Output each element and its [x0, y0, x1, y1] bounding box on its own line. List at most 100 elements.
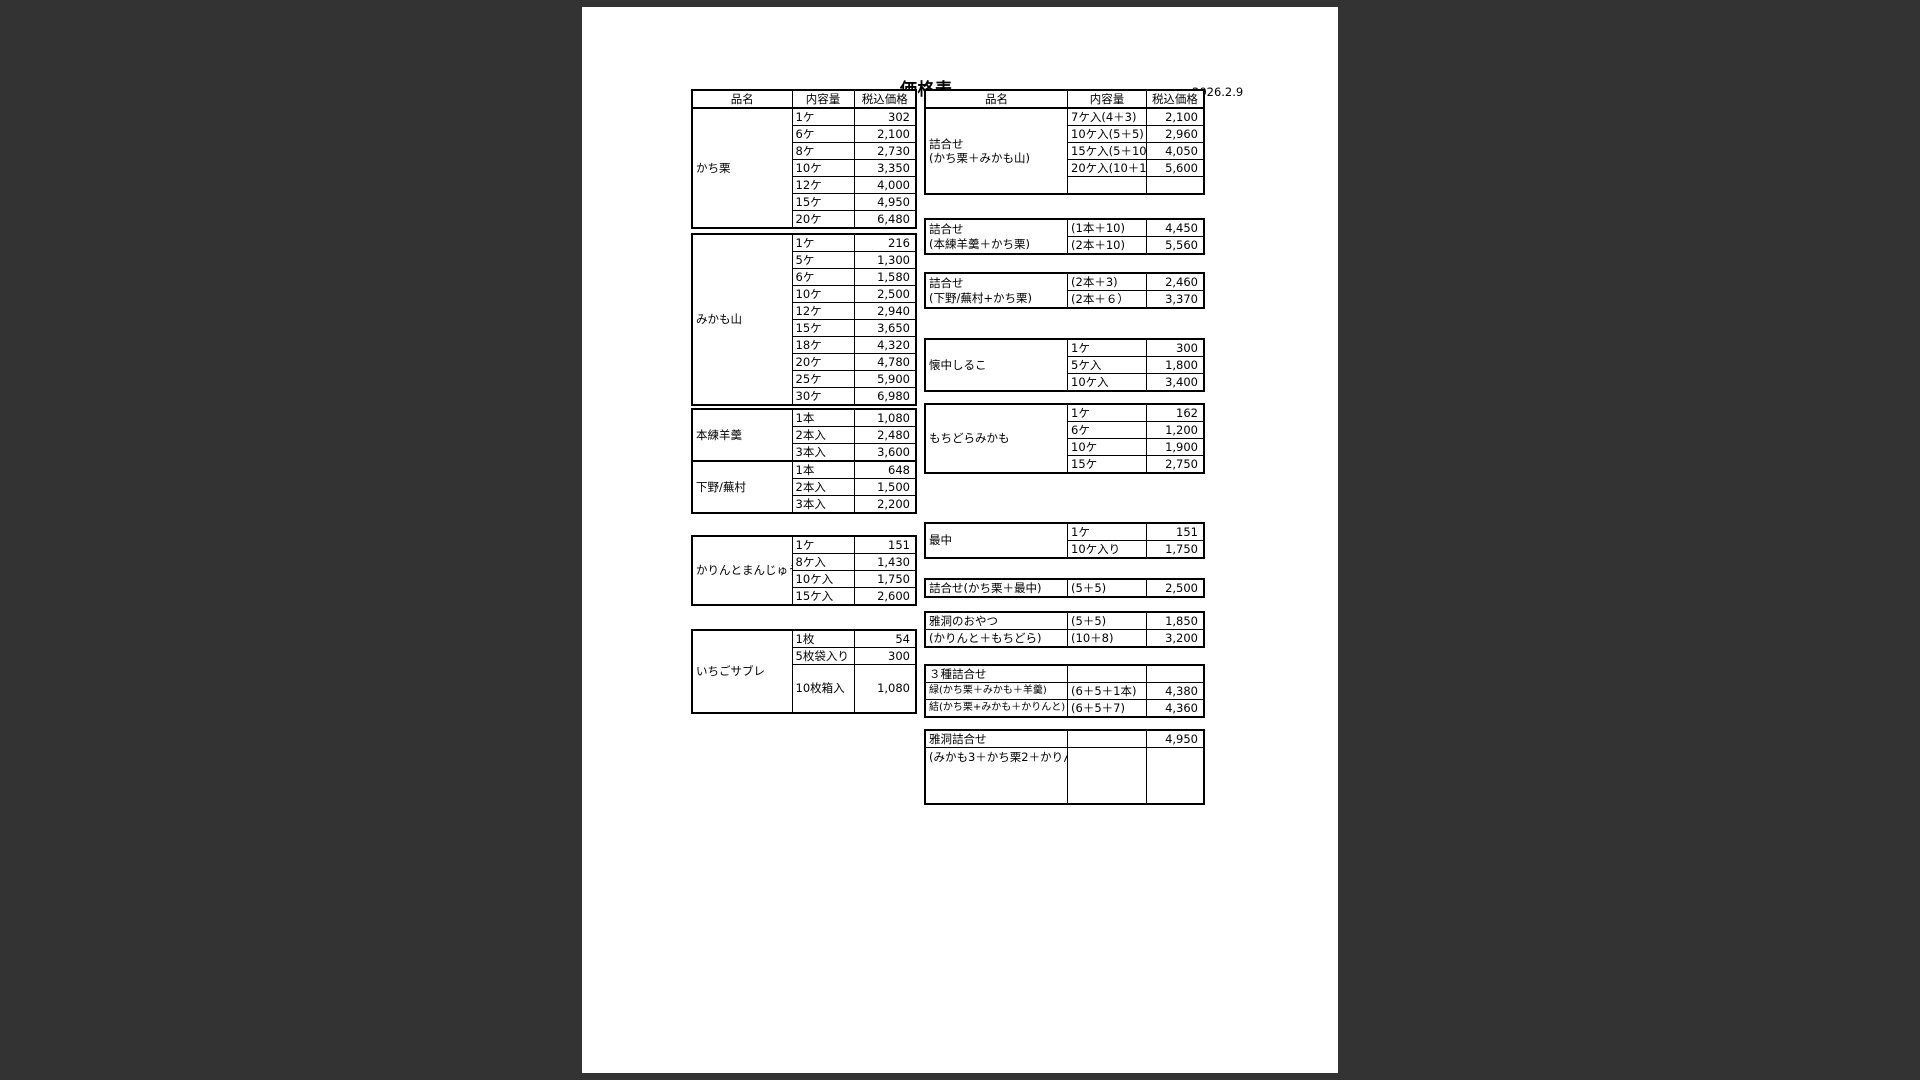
table-row: 6ケ 1,580: [692, 268, 917, 286]
quantity-cell: 5ケ: [791, 251, 855, 269]
price-cell: 2,460: [1145, 272, 1205, 291]
table-row: 2本入 2,480: [692, 426, 917, 444]
quantity-cell: 1ケ: [791, 233, 855, 252]
price-cell: 6,480: [853, 210, 917, 229]
quantity-cell: 1ケ: [791, 107, 855, 126]
price-cell: 1,800: [1145, 356, 1205, 374]
quantity-cell: 3本入: [791, 495, 855, 514]
price-cell: 54: [853, 629, 917, 648]
table-row: 10ケ 1,900: [925, 438, 1205, 456]
table-row: 15ケ入 2,600: [692, 587, 917, 606]
table-row: 緑(かち栗＋みかも＋羊羹) (6＋5＋1本) 4,380: [924, 682, 1205, 700]
quantity-cell: 1本: [791, 460, 855, 479]
variant-name-cell: 緑(かち栗＋みかも＋羊羹): [924, 682, 1069, 700]
variant-name-cell: 結(かち栗+みかも＋かりんと): [924, 699, 1069, 718]
quantity-cell: 18ケ: [791, 336, 855, 354]
col-header-quantity: 内容量: [1067, 89, 1147, 109]
table-row: 15ケ 4,950: [692, 193, 917, 211]
price-cell: 6,980: [853, 387, 917, 406]
product-name-cell: (かりんと＋もちどら): [924, 629, 1069, 648]
table-monaka: 最中 1ケ 151 10ケ入り 1,750: [924, 522, 1205, 559]
price-cell: 4,950: [853, 193, 917, 211]
price-cell: 1,750: [1145, 540, 1205, 559]
product-name-cell: いちごサブレ: [691, 629, 793, 713]
product-name-cell: 詰合せ(かち栗＋最中): [924, 578, 1069, 598]
product-name-cell: 本練羊羹: [691, 408, 793, 462]
col-header-price: 税込価格: [1145, 89, 1205, 109]
quantity-cell: 5枚袋入り: [791, 647, 855, 665]
quantity-cell: (2本＋3): [1067, 272, 1147, 291]
table-row: かりんとまんじゅう 1ケ 151: [691, 535, 917, 606]
quantity-cell: 12ケ: [791, 302, 855, 320]
price-cell: 3,370: [1145, 290, 1205, 309]
quantity-cell: 12ケ: [791, 176, 855, 194]
price-cell: 1,080: [853, 664, 917, 713]
table-row: 25ケ 5,900: [692, 370, 917, 388]
price-cell: 4,000: [853, 176, 917, 194]
table-row: 詰合せ (下野/蕪村+かち栗) (2本＋3) 2,460: [924, 272, 1205, 309]
table-row: 5枚袋入り 300: [692, 647, 917, 665]
price-cell: 4,450: [1145, 218, 1205, 237]
price-cell: 4,320: [853, 336, 917, 354]
table-row: (かりんと＋もちどら) (10＋8) 3,200: [924, 629, 1205, 648]
price-cell: 1,430: [853, 553, 917, 571]
table-row: 10ケ入 3,400: [925, 373, 1205, 392]
table-row: かち栗 1ケ 302: [691, 107, 917, 229]
price-cell: 3,600: [853, 443, 917, 462]
quantity-cell: 6ケ: [1067, 421, 1147, 439]
quantity-cell: 2本入: [791, 478, 855, 496]
table-row: 30ケ 6,980: [692, 387, 917, 406]
quantity-cell: (2本＋６）: [1067, 290, 1147, 309]
quantity-cell: 5ケ入: [1067, 356, 1147, 374]
price-cell: 216: [853, 233, 917, 252]
table-row: 10ケ入(5＋5) 2,960: [925, 125, 1205, 143]
price-cell: 162: [1145, 403, 1205, 422]
product-name-cell: 詰合せ (本練羊羹＋かち栗): [924, 218, 1069, 255]
table-row: 8ケ入 1,430: [692, 553, 917, 571]
table-mikamoyama: みかも山 1ケ 216 5ケ 1,300 6ケ 1,580 10ケ 2,50: [691, 233, 917, 406]
table-karinto-manju: かりんとまんじゅう 1ケ 151 8ケ入 1,430 10ケ入 1,750 15…: [691, 535, 917, 606]
quantity-cell: 7ケ入(4＋3): [1067, 107, 1147, 126]
price-cell: 300: [853, 647, 917, 665]
table-kachiguri: 品名 内容量 税込価格 かち栗 1ケ 302 6ケ 2,100 8ケ: [691, 89, 917, 229]
table-row: 3本入 2,200: [692, 495, 917, 514]
price-cell: 2,480: [853, 426, 917, 444]
table-row: 最中 1ケ 151: [924, 522, 1205, 559]
table-row: (2本＋10) 5,560: [925, 236, 1205, 255]
set-title-cell: 雅洞詰合せ: [924, 729, 1069, 748]
price-cell: 4,380: [1145, 682, 1205, 700]
product-name-line2: (本練羊羹＋かち栗): [929, 236, 1030, 251]
price-cell-empty: [1145, 747, 1205, 804]
product-name-cell: もちどらみかも: [924, 403, 1069, 474]
table-row: いちごサブレ 1枚 54: [691, 629, 917, 713]
quantity-cell-empty: [1067, 176, 1147, 195]
table-row: 詰合せ (かち栗＋みかも山) 7ケ入(4＋3) 2,100: [924, 107, 1205, 195]
price-cell: 2,940: [853, 302, 917, 320]
quantity-cell-empty: [1067, 664, 1147, 683]
price-cell: 2,100: [853, 125, 917, 143]
quantity-cell: (6＋5＋1本): [1067, 682, 1147, 700]
table-row: 5ケ 1,300: [692, 251, 917, 269]
quantity-cell: 10ケ: [1067, 438, 1147, 456]
price-cell: 1,500: [853, 478, 917, 496]
price-cell: 2,960: [1145, 125, 1205, 143]
quantity-cell: (5＋5): [1067, 611, 1147, 630]
quantity-cell: 8ケ入: [791, 553, 855, 571]
price-cell: 5,560: [1145, 236, 1205, 255]
table-row: 8ケ 2,730: [692, 142, 917, 160]
table-row: 10ケ 2,500: [692, 285, 917, 303]
product-name-cell: 最中: [924, 522, 1069, 559]
price-cell: 5,600: [1145, 159, 1205, 177]
price-cell: 1,900: [1145, 438, 1205, 456]
quantity-cell: 15ケ入: [791, 587, 855, 606]
quantity-cell: 10枚箱入: [791, 664, 855, 713]
set-title-cell: ３種詰合せ: [924, 664, 1069, 683]
table-row: 15ケ 2,750: [925, 455, 1205, 474]
table-row: 20ケ 6,480: [692, 210, 917, 229]
product-name-cell: 懐中しるこ: [924, 338, 1069, 392]
document-page: 価格表 2026.2.9 品名 内容量 税込価格 かち栗 1ケ 302: [582, 7, 1338, 1073]
price-cell: 4,950: [1145, 729, 1205, 748]
table-row: 20ケ入(10＋10) 5,600: [925, 159, 1205, 177]
price-cell: 151: [1145, 522, 1205, 541]
